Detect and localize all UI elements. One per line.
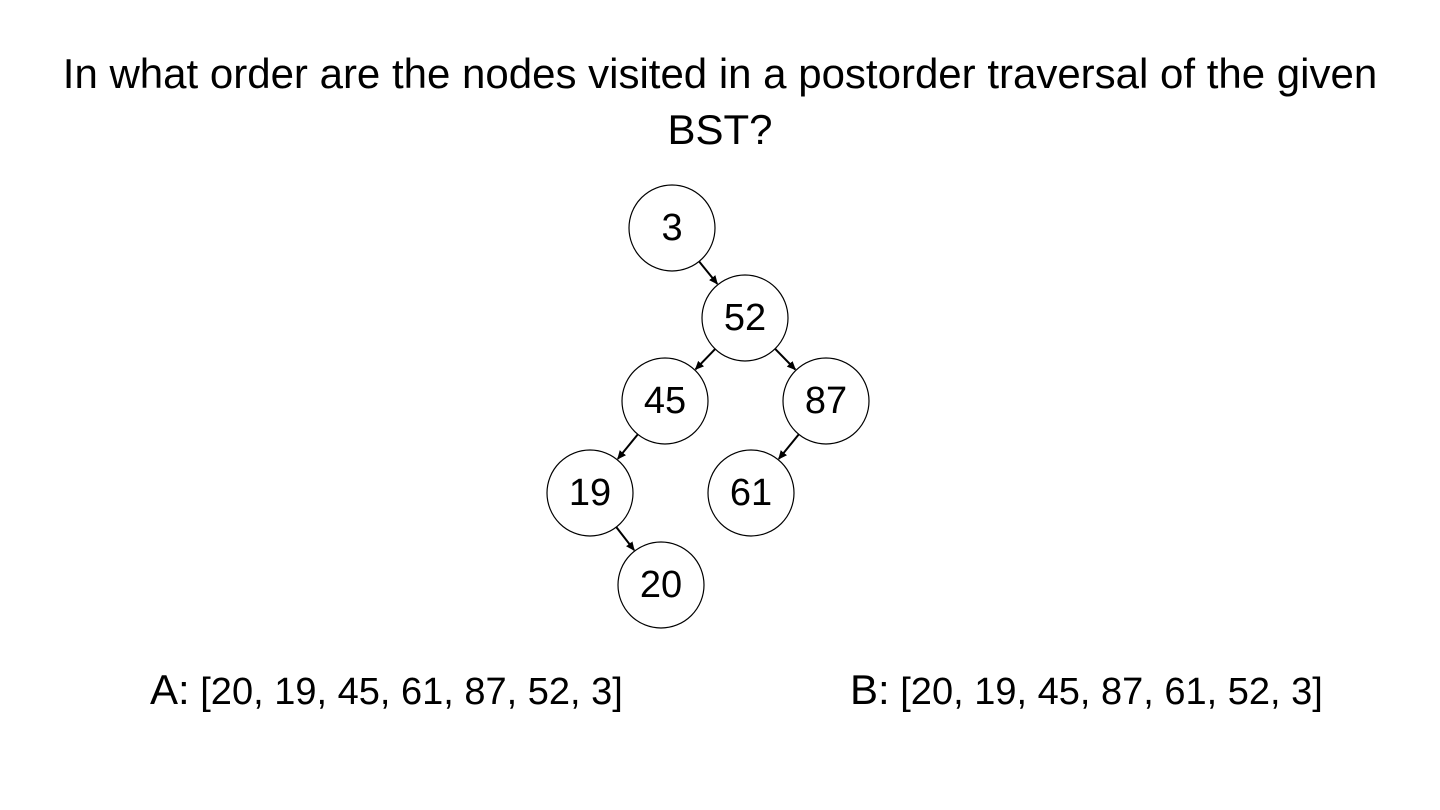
answer-options: A: [20, 19, 45, 61, 87, 52, 3] B: [20, 1… (0, 662, 1440, 718)
tree-node-87: 87 (782, 357, 870, 445)
tree-edge-arrow (697, 259, 719, 285)
answer-key: A: (150, 666, 190, 713)
question-text: In what order are the nodes visited in a… (62, 50, 1378, 153)
tree-edge-arrow (694, 346, 718, 371)
tree-node-label: 87 (805, 380, 847, 422)
tree-node-label: 45 (644, 380, 686, 422)
tree-node-label: 52 (724, 297, 766, 339)
tree-node-52: 52 (701, 274, 789, 362)
answer-option-b: B: [20, 19, 45, 87, 61, 52, 3] (850, 662, 1323, 720)
tree-edge-arrow (778, 432, 801, 460)
tree-node-19: 19 (546, 449, 634, 537)
answer-text: [20, 19, 45, 87, 61, 52, 3] (900, 671, 1323, 713)
tree-node-3: 3 (628, 184, 716, 272)
tree-nodes: 3 52 45 87 19 61 20 (546, 184, 870, 629)
tree-edge-arrow (617, 432, 640, 460)
tree-node-label: 3 (661, 207, 682, 249)
answer-text: [20, 19, 45, 61, 87, 52, 3] (200, 671, 623, 713)
tree-node-45: 45 (621, 357, 709, 445)
tree-node-61: 61 (707, 449, 795, 537)
tree-node-label: 20 (640, 564, 682, 606)
tree-edge-arrow (772, 346, 796, 371)
tree-node-label: 19 (569, 472, 611, 514)
answer-key: B: (850, 666, 890, 713)
tree-node-20: 20 (617, 541, 705, 629)
answer-option-a: A: [20, 19, 45, 61, 87, 52, 3] (150, 662, 623, 720)
tree-node-label: 61 (730, 472, 772, 514)
tree-edges (614, 259, 801, 551)
tree-edge-arrow (614, 524, 635, 551)
